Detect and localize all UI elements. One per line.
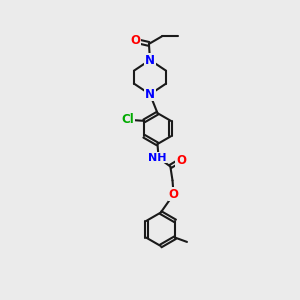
- Text: NH: NH: [148, 153, 167, 163]
- Text: Cl: Cl: [122, 113, 134, 126]
- Text: N: N: [145, 53, 155, 67]
- Text: N: N: [145, 88, 155, 101]
- Text: O: O: [169, 188, 178, 201]
- Text: O: O: [176, 154, 186, 166]
- Text: O: O: [130, 34, 140, 47]
